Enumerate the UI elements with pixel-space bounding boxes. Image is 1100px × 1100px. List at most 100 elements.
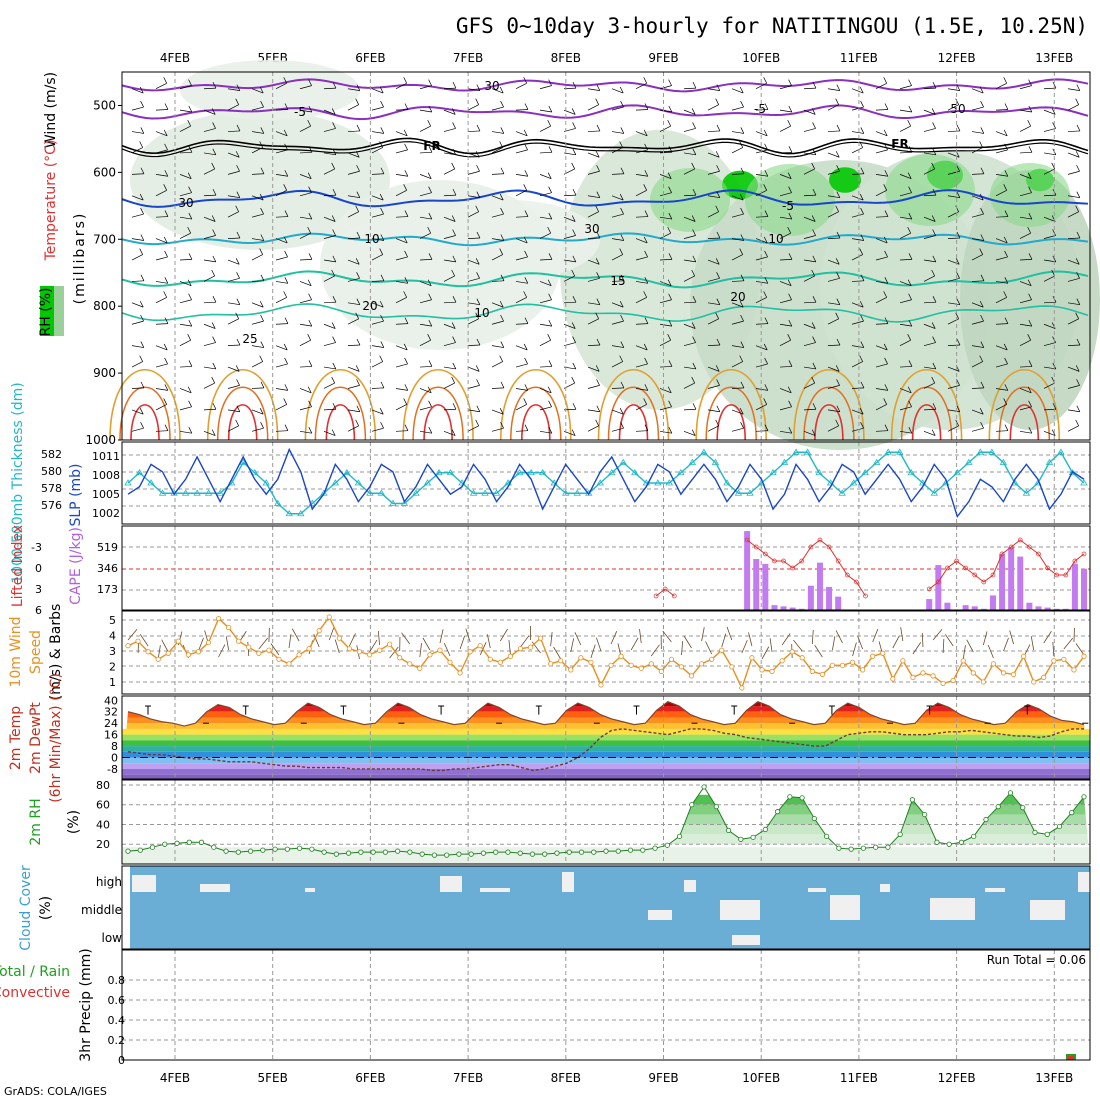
wind-barb (995, 281, 1008, 284)
wind-barb (923, 301, 937, 304)
wind-barb (371, 173, 385, 175)
wind-barb-flag (1004, 170, 1009, 177)
wind-barb (347, 211, 359, 218)
wind-barb-flag (236, 165, 240, 172)
wind-barb (299, 174, 312, 179)
li-marker (972, 572, 978, 578)
panel-frame (121, 610, 1091, 695)
rh2m-marker (456, 851, 462, 857)
wind-barb (683, 152, 696, 156)
thickness-tick: 582 (41, 448, 62, 461)
wind-barb (659, 109, 672, 113)
wind-barb (659, 339, 671, 346)
wind-barb-flag (451, 429, 456, 436)
wind-barb-flag (380, 341, 385, 348)
bottom-date-label: 11FEB (840, 1071, 878, 1085)
wind-barb (419, 85, 432, 90)
wind-barb (875, 109, 889, 111)
wind-barb-flag (595, 365, 600, 372)
wind-barb (515, 281, 528, 284)
wind-barb (299, 109, 312, 113)
wind10-label-2: Speed (28, 630, 44, 674)
wind-barb (347, 170, 360, 175)
rh2m-marker (444, 852, 450, 858)
wind-barb-flag (596, 338, 601, 346)
temp-band (122, 757, 1090, 764)
wind-barb-flag (931, 376, 936, 384)
wind-barb-flag (571, 215, 576, 222)
wind-barb (467, 211, 479, 218)
wind-barb (966, 639, 974, 653)
wind-barb-flag (332, 229, 336, 236)
thickness-line-marker (884, 448, 892, 455)
wind-barb (347, 425, 359, 432)
wind-barb-flag (524, 384, 529, 391)
wind-barb (1019, 174, 1032, 179)
li-marker (1008, 544, 1014, 550)
wind-barb-flag (763, 129, 768, 137)
thickness-line-marker (608, 468, 616, 476)
wind-barb (1067, 195, 1080, 199)
wind-barb (1019, 151, 1033, 154)
wind-speed-line-marker (205, 640, 212, 646)
wind-barb (779, 406, 792, 411)
wind-barb-flag (619, 408, 624, 415)
cape-bar (1008, 546, 1015, 610)
wind-barb-flag (740, 207, 744, 215)
wind-barb (971, 302, 984, 308)
wind-barb-flag (331, 429, 336, 436)
wind-barb (155, 109, 169, 111)
wind-barb (1043, 194, 1057, 197)
wind-barb (179, 388, 192, 394)
wind-barb (491, 254, 503, 261)
wind-barb-flag (1027, 386, 1032, 393)
wind-barb (611, 173, 625, 175)
wind-barb-flag (764, 384, 769, 391)
rh2m-marker (591, 849, 597, 855)
temp-contour-35 (814, 404, 844, 441)
wind-barb (1019, 406, 1032, 411)
wind-barb-flag (932, 148, 937, 155)
wind-barb (486, 634, 491, 649)
wind-barb (803, 216, 816, 222)
wind-barb (755, 430, 769, 432)
thickness-line-marker (815, 468, 823, 476)
wind-barb (227, 259, 240, 265)
wind-barb (971, 320, 984, 325)
wind-barb (683, 194, 697, 197)
wind-barb (995, 82, 1007, 90)
wind-barb (707, 170, 720, 175)
rh2m-marker (848, 846, 854, 852)
wind-barb-flag (836, 165, 840, 172)
wind-barb (982, 631, 988, 646)
wind-barb-flag (188, 293, 192, 300)
wind-barb-flag (691, 108, 696, 115)
wind-barb (707, 277, 720, 282)
wind-barb (748, 632, 753, 647)
wind-barb-flag (260, 207, 264, 215)
wind-barb-flag (908, 319, 913, 327)
wind-barb-flag (884, 317, 889, 324)
wind-barb (827, 409, 840, 413)
wind-barb (563, 259, 576, 263)
wind-barb (875, 345, 888, 351)
wind-barb (299, 299, 312, 304)
temp-band (122, 768, 1090, 775)
wind-barb-flag (691, 269, 696, 277)
wind-barb-flag (356, 231, 361, 239)
wind-barb (395, 404, 407, 411)
wind-barb (1019, 109, 1032, 113)
wind-barb-flag (908, 400, 912, 407)
rh2m-marker (321, 849, 327, 855)
temp-contour-35 (1009, 404, 1040, 441)
wind-barb-flag (428, 360, 433, 367)
wind-barb (779, 174, 792, 179)
wind-speed-line-marker (457, 670, 463, 676)
wind-barb-flag (667, 386, 672, 393)
rh2m-label-2: (%) (66, 810, 82, 834)
wind-barb (299, 323, 312, 327)
wind-barb (347, 385, 360, 389)
cape-bar (926, 599, 933, 610)
wind-barb-flag (283, 77, 288, 84)
wind-barb-flag (307, 279, 312, 286)
